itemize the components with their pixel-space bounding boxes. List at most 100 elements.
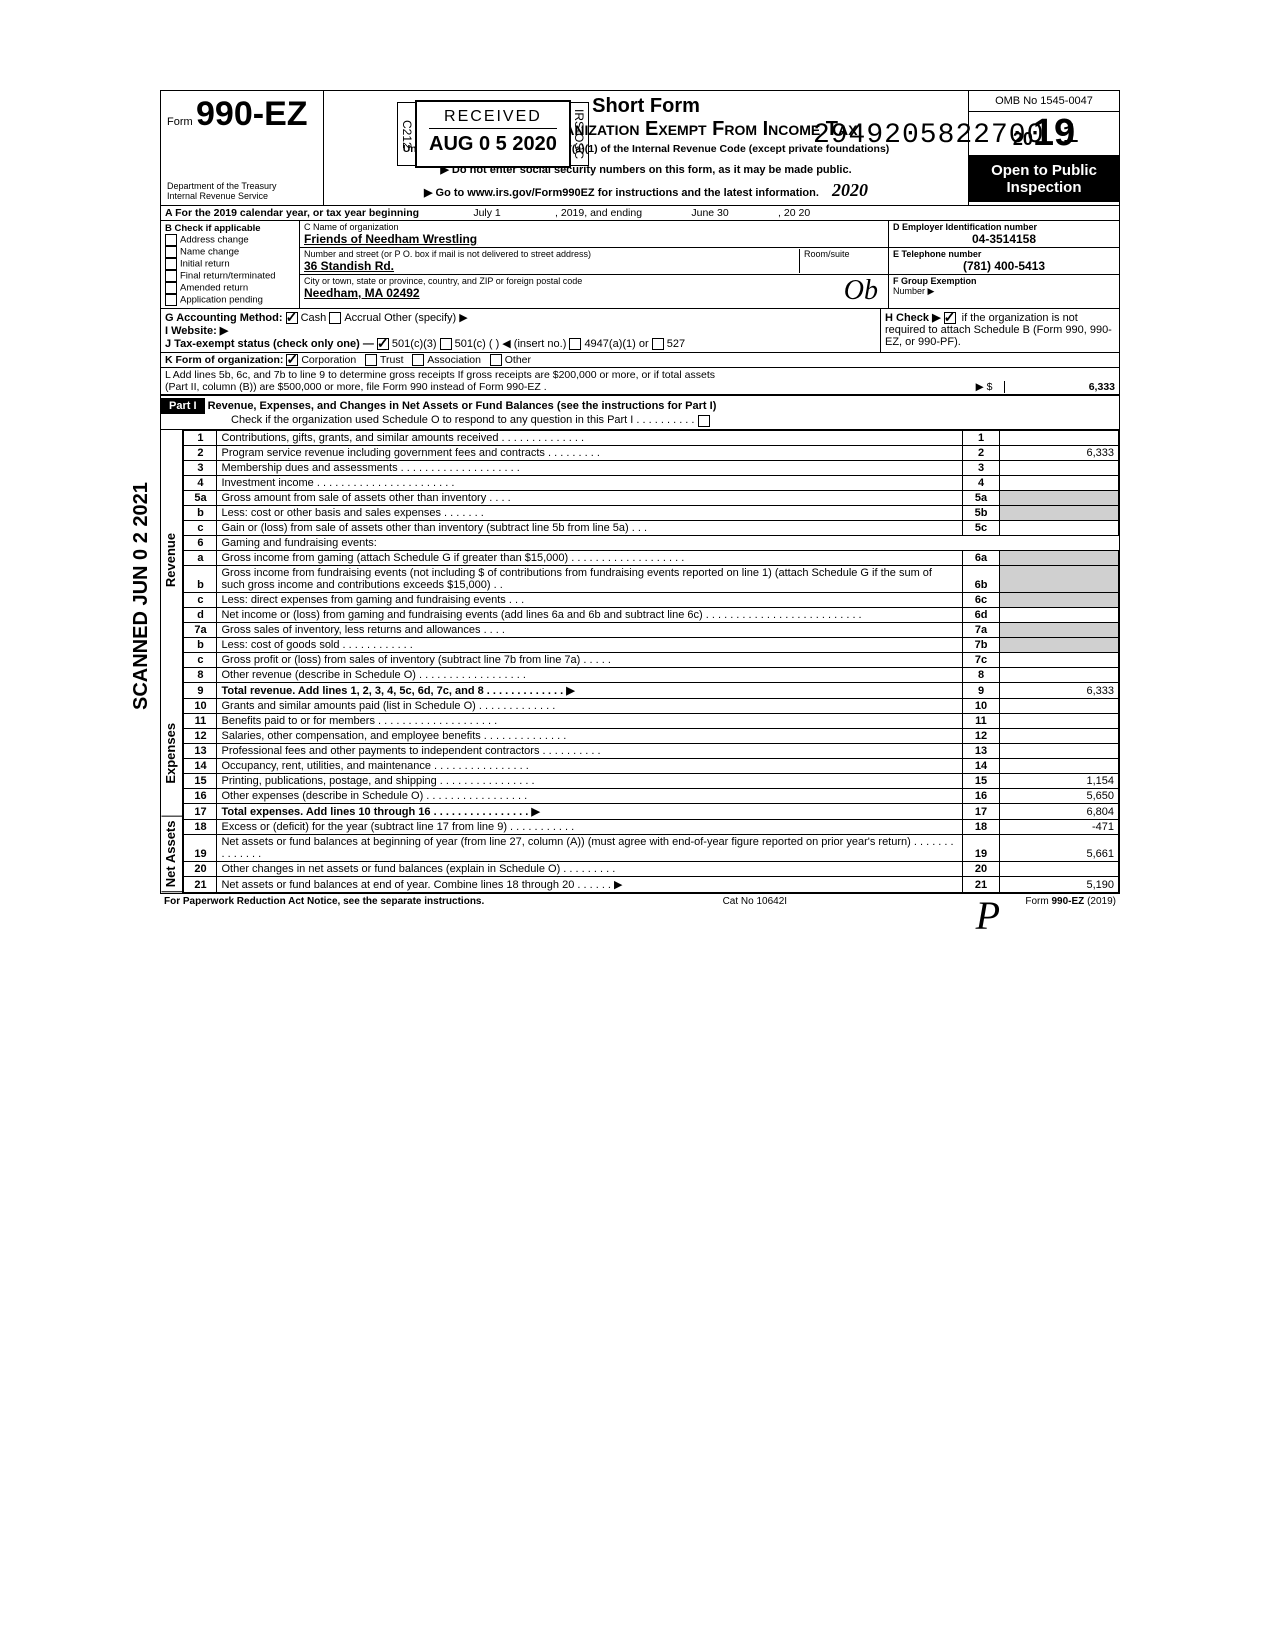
goto-text: ▶ Go to www.irs.gov/Form990EZ for instru… xyxy=(424,187,819,199)
ln10-a xyxy=(1000,698,1119,713)
ln5c-d: Gain or (loss) from sale of assets other… xyxy=(217,520,963,535)
b-item-0: Address change xyxy=(180,235,249,246)
chk-initial-return[interactable] xyxy=(165,258,177,270)
ln2-r: 2 xyxy=(963,445,1000,460)
ln15-n: 15 xyxy=(184,773,217,788)
part-i-label: Part I xyxy=(161,398,205,414)
stamp-received: RECEIVED xyxy=(429,108,557,129)
ln8-d: Other revenue (describe in Schedule O) .… xyxy=(217,667,963,682)
ln6a-r: 6a xyxy=(963,550,1000,565)
ln14-n: 14 xyxy=(184,758,217,773)
line-a-end: June 30 xyxy=(650,207,770,219)
j-b: 501(c) ( ) ◀ (insert no.) xyxy=(455,338,567,350)
chk-527[interactable] xyxy=(652,338,664,350)
ln20-n: 20 xyxy=(184,861,217,876)
ln13-n: 13 xyxy=(184,743,217,758)
chk-schedule-o[interactable] xyxy=(698,415,710,427)
chk-association[interactable] xyxy=(412,354,424,366)
org-address: 36 Standish Rd. xyxy=(304,259,799,273)
chk-corporation[interactable] xyxy=(286,354,298,366)
ln2-d: Program service revenue including govern… xyxy=(217,445,963,460)
ln6d-d: Net income or (loss) from gaming and fun… xyxy=(217,607,963,622)
ln16-r: 16 xyxy=(963,788,1000,803)
line-a-text: A For the 2019 calendar year, or tax yea… xyxy=(165,207,419,219)
l-value: 6,333 xyxy=(1004,381,1115,393)
ln4-d: Investment income . . . . . . . . . . . … xyxy=(217,475,963,490)
ln15-d: Printing, publications, postage, and shi… xyxy=(217,773,963,788)
chk-amended[interactable] xyxy=(165,282,177,294)
ein: 04-3514158 xyxy=(893,232,1115,246)
l-text1: L Add lines 5b, 6c, and 7b to line 9 to … xyxy=(165,369,964,381)
ln7b-n: b xyxy=(184,637,217,652)
ln5c-n: c xyxy=(184,520,217,535)
chk-501c3[interactable] xyxy=(377,338,389,350)
stamp-side-left: C212 xyxy=(397,102,417,166)
chk-501c[interactable] xyxy=(440,338,452,350)
ln16-n: 16 xyxy=(184,788,217,803)
ln21-n: 21 xyxy=(184,876,217,892)
g-cash: Cash xyxy=(301,312,327,324)
ln7c-r: 7c xyxy=(963,652,1000,667)
ln6b-n: b xyxy=(184,565,217,592)
ln18-r: 18 xyxy=(963,819,1000,834)
ln5c-a xyxy=(1000,520,1119,535)
ln8-r: 8 xyxy=(963,667,1000,682)
ln11-a xyxy=(1000,713,1119,728)
ln10-n: 10 xyxy=(184,698,217,713)
j-d: 527 xyxy=(667,338,685,350)
ln6b-d: Gross income from fundraising events (no… xyxy=(217,565,963,592)
chk-name-change[interactable] xyxy=(165,246,177,258)
handwritten-initials: Ob xyxy=(844,275,878,307)
stamp-side-right: IRS-OSC xyxy=(569,102,589,166)
handwritten-2020: 2020 xyxy=(832,180,868,200)
chk-cash[interactable] xyxy=(286,312,298,324)
ln19-d: Net assets or fund balances at beginning… xyxy=(217,834,963,861)
chk-app-pending[interactable] xyxy=(165,294,177,306)
ln21-d: Net assets or fund balances at end of ye… xyxy=(217,876,963,892)
k-c: Association xyxy=(427,354,481,366)
ln6d-a xyxy=(1000,607,1119,622)
ln19-a: 5,661 xyxy=(1000,834,1119,861)
ln3-d: Membership dues and assessments . . . . … xyxy=(217,460,963,475)
f-lbl: F Group Exemption xyxy=(893,276,1115,286)
ln5b-a xyxy=(1000,505,1119,520)
ln6c-d: Less: direct expenses from gaming and fu… xyxy=(217,592,963,607)
l-text2: (Part II, column (B)) are $500,000 or mo… xyxy=(165,381,964,393)
ln1-a xyxy=(1000,430,1119,445)
ln20-d: Other changes in net assets or fund bala… xyxy=(217,861,963,876)
ln7c-a xyxy=(1000,652,1119,667)
chk-other-org[interactable] xyxy=(490,354,502,366)
ln7a-a xyxy=(1000,622,1119,637)
ln10-d: Grants and similar amounts paid (list in… xyxy=(217,698,963,713)
lines-table: 1Contributions, gifts, grants, and simil… xyxy=(183,430,1119,893)
b-item-3: Final return/terminated xyxy=(180,271,276,282)
line-i: I Website: ▶ xyxy=(165,324,876,337)
ln6-d: Gaming and fundraising events: xyxy=(217,535,1119,550)
ln1-d: Contributions, gifts, grants, and simila… xyxy=(217,430,963,445)
chk-schedule-b[interactable] xyxy=(944,312,956,324)
ln17-n: 17 xyxy=(184,803,217,819)
signature-initial: P xyxy=(976,892,1000,939)
chk-accrual[interactable] xyxy=(329,312,341,324)
ln5a-d: Gross amount from sale of assets other t… xyxy=(221,492,510,504)
l-arrow: ▶ $ xyxy=(964,381,1004,393)
j-c: 4947(a)(1) or xyxy=(584,338,648,350)
ln3-n: 3 xyxy=(184,460,217,475)
ln17-r: 17 xyxy=(963,803,1000,819)
side-net-assets: Net Assets xyxy=(161,816,182,892)
chk-4947[interactable] xyxy=(569,338,581,350)
chk-address-change[interactable] xyxy=(165,234,177,246)
ln18-n: 18 xyxy=(184,819,217,834)
chk-trust[interactable] xyxy=(365,354,377,366)
chk-final-return[interactable] xyxy=(165,270,177,282)
phone: (781) 400-5413 xyxy=(893,259,1115,273)
ln16-a: 5,650 xyxy=(1000,788,1119,803)
ln7b-r: 7b xyxy=(963,637,1000,652)
ln4-n: 4 xyxy=(184,475,217,490)
ln12-r: 12 xyxy=(963,728,1000,743)
stamp-date: AUG 0 5 2020 xyxy=(429,129,557,160)
ln9-r: 9 xyxy=(963,682,1000,698)
dln-number: 2949205822700 1 xyxy=(813,120,1080,151)
ln3-r: 3 xyxy=(963,460,1000,475)
room-suite-lbl: Room/suite xyxy=(804,249,884,259)
